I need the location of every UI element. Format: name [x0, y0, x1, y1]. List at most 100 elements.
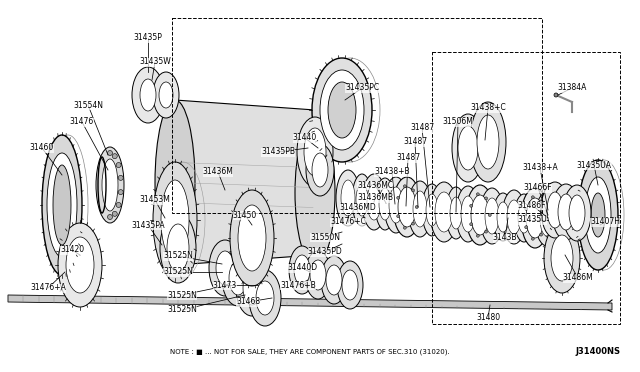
Ellipse shape: [426, 194, 438, 226]
Text: 31506M: 31506M: [443, 118, 474, 126]
Text: 31476+B: 31476+B: [280, 280, 316, 289]
Ellipse shape: [403, 226, 406, 229]
Text: 31473: 31473: [213, 280, 237, 289]
Ellipse shape: [543, 217, 547, 219]
Ellipse shape: [485, 198, 499, 234]
Ellipse shape: [379, 188, 391, 220]
Ellipse shape: [470, 204, 473, 207]
Ellipse shape: [222, 250, 254, 306]
Ellipse shape: [484, 230, 488, 233]
Ellipse shape: [558, 194, 574, 230]
Ellipse shape: [153, 72, 179, 118]
Ellipse shape: [540, 200, 543, 203]
Ellipse shape: [488, 214, 492, 217]
Ellipse shape: [140, 79, 156, 111]
Text: 31460: 31460: [30, 144, 54, 153]
Ellipse shape: [229, 261, 247, 295]
Ellipse shape: [531, 237, 534, 240]
Ellipse shape: [466, 185, 494, 245]
Ellipse shape: [541, 182, 569, 238]
Ellipse shape: [47, 153, 77, 257]
Text: 31435PA: 31435PA: [131, 221, 165, 230]
Ellipse shape: [341, 180, 355, 216]
Ellipse shape: [435, 192, 453, 232]
Ellipse shape: [412, 222, 415, 225]
Ellipse shape: [456, 186, 480, 242]
Ellipse shape: [521, 188, 549, 248]
Ellipse shape: [507, 200, 521, 234]
Ellipse shape: [563, 185, 591, 241]
Ellipse shape: [552, 204, 564, 234]
Ellipse shape: [306, 144, 334, 196]
Text: NOTE : ■ ... NOT FOR SALE, THEY ARE COMPONENT PARTS OF SEC.310 (31020).: NOTE : ■ ... NOT FOR SALE, THEY ARE COMP…: [170, 349, 450, 355]
Text: 31486F: 31486F: [518, 201, 547, 209]
Ellipse shape: [384, 177, 408, 233]
Ellipse shape: [398, 187, 416, 227]
Ellipse shape: [116, 163, 121, 167]
Text: 31468: 31468: [236, 298, 260, 307]
Ellipse shape: [342, 270, 358, 300]
Ellipse shape: [238, 205, 266, 271]
Ellipse shape: [518, 203, 530, 233]
Text: 31525N: 31525N: [163, 251, 193, 260]
Text: 31486M: 31486M: [563, 273, 593, 282]
Ellipse shape: [412, 189, 415, 192]
Ellipse shape: [484, 197, 488, 200]
Ellipse shape: [167, 224, 189, 272]
Text: 31436MB: 31436MB: [357, 193, 393, 202]
Ellipse shape: [461, 196, 475, 232]
Ellipse shape: [243, 271, 261, 305]
Ellipse shape: [320, 70, 364, 150]
Text: 31436MD: 31436MD: [340, 203, 376, 212]
Ellipse shape: [476, 234, 479, 237]
Ellipse shape: [535, 192, 559, 246]
Text: 31476+C: 31476+C: [330, 218, 366, 227]
Text: 31466F: 31466F: [524, 183, 552, 192]
Text: 31435W: 31435W: [139, 58, 171, 67]
Ellipse shape: [310, 260, 326, 290]
Ellipse shape: [480, 188, 504, 244]
Ellipse shape: [304, 128, 326, 176]
Ellipse shape: [236, 260, 268, 316]
Ellipse shape: [161, 180, 189, 260]
Ellipse shape: [108, 215, 113, 219]
Ellipse shape: [514, 194, 534, 242]
Ellipse shape: [108, 151, 113, 155]
Text: 31436MC: 31436MC: [357, 180, 393, 189]
Text: 31435UA: 31435UA: [577, 160, 611, 170]
Ellipse shape: [452, 114, 484, 182]
Ellipse shape: [295, 120, 335, 265]
Ellipse shape: [591, 193, 605, 237]
Text: 31435PB: 31435PB: [261, 148, 295, 157]
Ellipse shape: [153, 162, 197, 278]
Text: 31453M: 31453M: [140, 196, 170, 205]
Ellipse shape: [544, 223, 580, 293]
Text: 31487: 31487: [403, 138, 427, 147]
Text: 31420: 31420: [60, 246, 84, 254]
Ellipse shape: [132, 67, 164, 123]
Text: 3143B: 3143B: [493, 234, 517, 243]
Ellipse shape: [256, 281, 274, 315]
Ellipse shape: [397, 215, 400, 218]
Ellipse shape: [578, 160, 618, 270]
Ellipse shape: [112, 211, 117, 217]
Ellipse shape: [408, 181, 432, 237]
Text: 31435U: 31435U: [517, 215, 547, 224]
Ellipse shape: [540, 202, 554, 236]
Ellipse shape: [403, 185, 406, 188]
Ellipse shape: [362, 174, 386, 230]
Text: 31438+A: 31438+A: [522, 164, 558, 173]
Text: J31400NS: J31400NS: [575, 347, 621, 356]
Ellipse shape: [477, 115, 499, 169]
Ellipse shape: [561, 203, 575, 237]
Ellipse shape: [321, 256, 347, 304]
Ellipse shape: [326, 265, 342, 295]
Ellipse shape: [155, 100, 195, 265]
Text: 31435P: 31435P: [134, 33, 163, 42]
Text: 31407H: 31407H: [590, 218, 620, 227]
Ellipse shape: [305, 251, 331, 299]
Ellipse shape: [294, 255, 310, 285]
Ellipse shape: [118, 190, 124, 195]
Ellipse shape: [112, 154, 117, 159]
Ellipse shape: [389, 187, 403, 223]
